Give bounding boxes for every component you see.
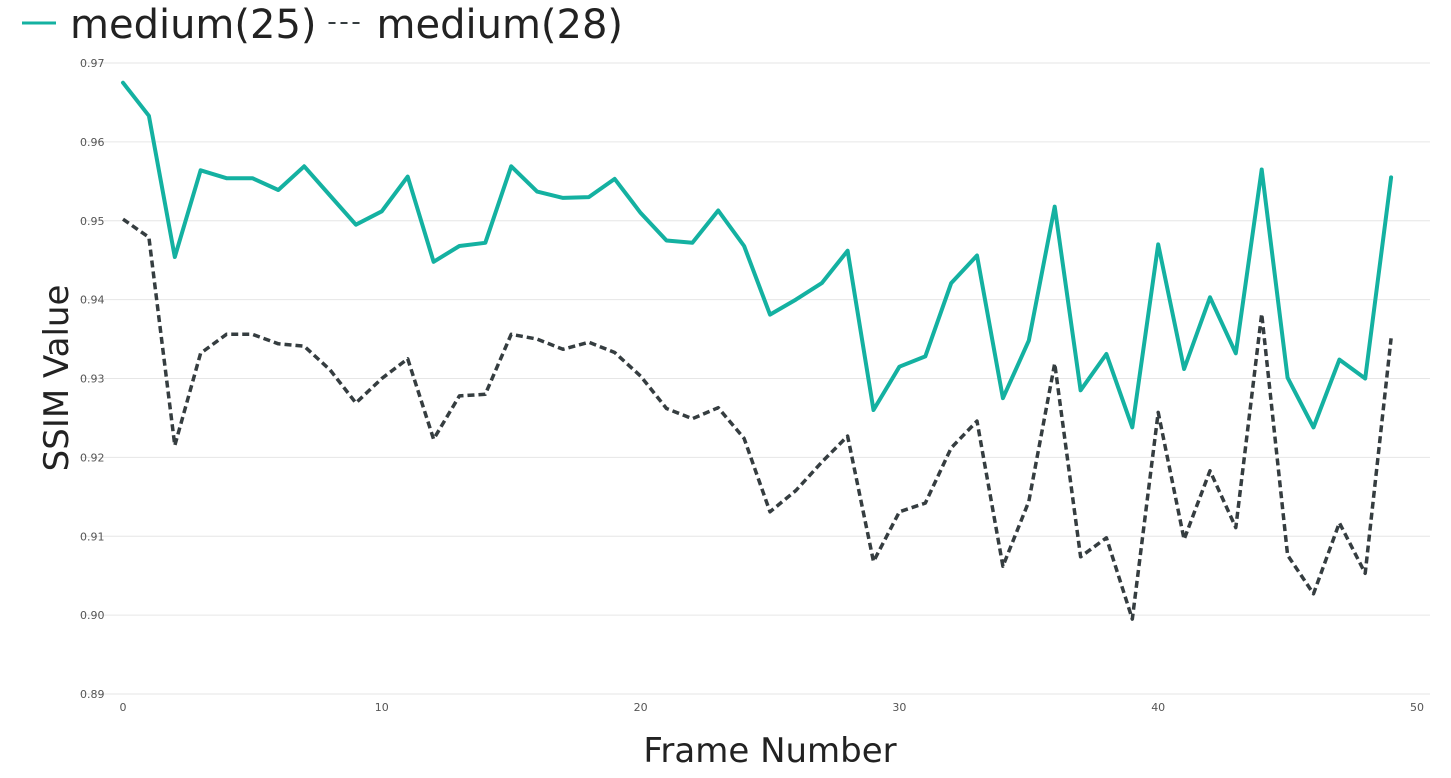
y-axis-ticks: 0.89 0.90 0.91 0.92 0.93 0.94 0.95 0.96 0.97: [80, 57, 105, 701]
x-tick-label: 30: [892, 701, 906, 714]
y-tick-label: 0.93: [80, 373, 105, 386]
y-tick-label: 0.89: [80, 688, 105, 701]
y-tick-label: 0.97: [80, 57, 105, 70]
x-tick-label: 10: [375, 701, 389, 714]
series-group: [121, 80, 1394, 621]
y-tick-label: 0.90: [80, 609, 105, 622]
y-tick-label: 0.96: [80, 136, 105, 149]
y-tick-label: 0.94: [80, 294, 105, 307]
series-line-2: [121, 217, 1393, 621]
legend-label: medium(28): [377, 2, 624, 48]
x-axis-ticks: 0 10 20 30 40 50: [120, 701, 1425, 714]
y-tick-label: 0.91: [80, 530, 105, 543]
legend: medium(25) medium(28): [22, 2, 623, 48]
x-axis-title: Frame Number: [643, 731, 896, 771]
x-tick-label: 50: [1410, 701, 1424, 714]
x-tick-label: 20: [634, 701, 648, 714]
legend-label: medium(25): [70, 2, 317, 48]
y-tick-label: 0.95: [80, 215, 105, 228]
grid: [80, 62, 1430, 695]
series-line-1: [121, 80, 1394, 430]
x-tick-label: 0: [120, 701, 127, 714]
y-tick-label: 0.92: [80, 451, 105, 464]
y-axis-title: SSIM Value: [37, 285, 77, 472]
x-tick-label: 40: [1151, 701, 1165, 714]
